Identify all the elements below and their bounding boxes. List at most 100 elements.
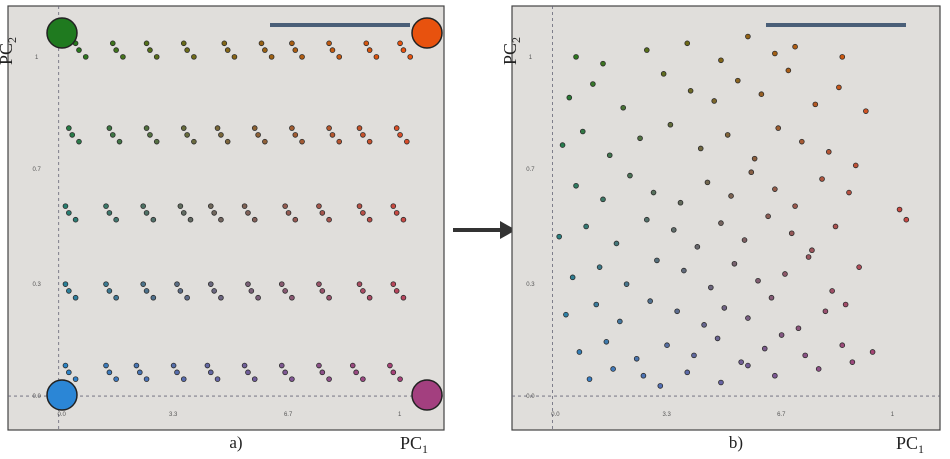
point — [677, 199, 684, 206]
point — [644, 216, 650, 223]
point — [704, 179, 711, 186]
point — [667, 121, 674, 128]
point — [231, 54, 238, 60]
point — [218, 294, 224, 301]
x-tick-label: 0.0 — [551, 412, 560, 418]
point — [285, 210, 292, 216]
point — [664, 342, 670, 349]
point — [788, 230, 795, 237]
point — [214, 376, 221, 382]
point — [825, 149, 832, 155]
point — [191, 138, 197, 145]
point — [299, 138, 305, 145]
point — [708, 284, 714, 291]
point — [143, 288, 150, 294]
y-axis-label: PC2 — [0, 37, 19, 65]
point — [586, 376, 593, 382]
point — [738, 359, 744, 365]
point — [143, 376, 150, 382]
point — [316, 362, 322, 369]
point — [670, 227, 677, 233]
corner-marker — [46, 17, 78, 49]
y-tick-label: 0.0 — [33, 394, 42, 400]
point — [245, 210, 251, 216]
point — [255, 132, 261, 138]
point — [66, 288, 72, 294]
point — [366, 138, 373, 145]
point — [248, 288, 255, 294]
point — [319, 369, 326, 376]
point — [336, 138, 343, 145]
point — [319, 210, 326, 216]
point — [620, 104, 627, 111]
point — [684, 369, 691, 376]
point — [627, 172, 633, 179]
point — [731, 260, 738, 267]
point — [606, 152, 613, 159]
x-axis-label: PC1 — [400, 433, 428, 456]
point — [140, 281, 146, 287]
point — [143, 40, 150, 47]
point — [211, 288, 217, 294]
point — [211, 210, 217, 216]
point — [143, 210, 150, 216]
point — [590, 81, 596, 87]
point — [734, 77, 741, 84]
point — [224, 47, 231, 53]
point — [748, 169, 755, 176]
point — [109, 40, 116, 47]
point — [755, 277, 761, 284]
point — [140, 203, 146, 209]
point — [278, 362, 285, 369]
point — [366, 47, 373, 53]
point — [393, 210, 400, 216]
point — [758, 91, 765, 97]
point — [654, 257, 660, 264]
point — [647, 298, 653, 304]
point — [836, 84, 842, 91]
point — [799, 138, 805, 145]
point — [72, 216, 79, 223]
point — [241, 203, 248, 209]
point — [326, 376, 332, 382]
point — [721, 305, 728, 311]
point — [815, 366, 822, 372]
point — [795, 325, 802, 332]
point — [245, 369, 251, 376]
point — [299, 54, 305, 60]
y-tick-label: 0.7 — [33, 167, 42, 173]
point — [76, 47, 82, 53]
point — [390, 281, 397, 287]
point — [76, 138, 82, 145]
point — [204, 362, 211, 369]
point — [600, 60, 606, 67]
point — [657, 383, 664, 389]
x-axis-label-sub: 1 — [422, 442, 428, 456]
point — [251, 376, 258, 382]
point — [724, 132, 731, 138]
point — [674, 308, 680, 315]
point — [218, 132, 224, 138]
point — [170, 362, 177, 369]
x-axis-label: PC1 — [896, 433, 924, 456]
point — [768, 294, 775, 301]
point — [687, 88, 694, 94]
point — [792, 43, 798, 50]
corner-marker — [411, 17, 443, 49]
point — [856, 264, 862, 270]
point — [109, 132, 116, 138]
point — [137, 369, 143, 376]
point — [373, 54, 380, 60]
point — [180, 40, 187, 47]
point — [633, 355, 640, 362]
point — [66, 125, 72, 131]
point — [207, 369, 214, 376]
point — [69, 132, 76, 138]
point — [404, 138, 410, 145]
point — [326, 40, 332, 47]
point — [613, 240, 620, 247]
point — [289, 40, 295, 47]
point — [147, 132, 153, 138]
